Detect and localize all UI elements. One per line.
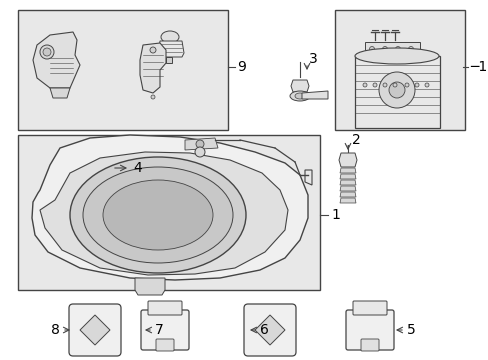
Circle shape: [196, 140, 203, 148]
Polygon shape: [50, 88, 70, 98]
Text: 6: 6: [260, 323, 268, 337]
Circle shape: [151, 95, 155, 99]
FancyBboxPatch shape: [244, 304, 295, 356]
Bar: [354, 56, 439, 128]
Polygon shape: [80, 315, 110, 345]
Circle shape: [392, 83, 396, 87]
Text: 7: 7: [155, 323, 163, 337]
Ellipse shape: [289, 91, 309, 101]
Text: 2: 2: [351, 133, 360, 147]
FancyBboxPatch shape: [148, 301, 182, 315]
Polygon shape: [165, 57, 172, 63]
Bar: [18, 10, 227, 130]
Ellipse shape: [70, 157, 245, 273]
FancyBboxPatch shape: [141, 310, 189, 350]
FancyBboxPatch shape: [352, 301, 386, 315]
Polygon shape: [339, 168, 355, 173]
Polygon shape: [302, 91, 327, 99]
Circle shape: [414, 83, 418, 87]
Polygon shape: [135, 278, 164, 295]
Polygon shape: [33, 32, 80, 88]
Circle shape: [382, 83, 386, 87]
Text: 9: 9: [237, 60, 245, 74]
Circle shape: [388, 82, 404, 98]
Circle shape: [372, 83, 376, 87]
Text: 8: 8: [51, 323, 60, 337]
Text: 5: 5: [406, 323, 415, 337]
Polygon shape: [140, 43, 165, 93]
Circle shape: [195, 147, 204, 157]
Circle shape: [150, 47, 156, 53]
Text: 3: 3: [308, 52, 317, 66]
Circle shape: [43, 48, 51, 56]
Circle shape: [378, 72, 414, 108]
FancyBboxPatch shape: [156, 339, 174, 351]
Text: 4: 4: [133, 161, 142, 175]
Polygon shape: [338, 153, 356, 167]
Ellipse shape: [354, 48, 438, 64]
Polygon shape: [339, 192, 355, 197]
Ellipse shape: [294, 93, 305, 99]
Text: ─10: ─10: [469, 60, 488, 74]
FancyBboxPatch shape: [69, 304, 121, 356]
Polygon shape: [254, 315, 285, 345]
Bar: [364, 42, 419, 56]
Text: 1: 1: [330, 208, 339, 222]
FancyBboxPatch shape: [360, 339, 378, 351]
Circle shape: [362, 83, 366, 87]
Bar: [18, 135, 319, 290]
Ellipse shape: [83, 167, 232, 263]
Circle shape: [395, 46, 400, 51]
Circle shape: [40, 45, 54, 59]
Polygon shape: [40, 152, 287, 275]
Bar: [334, 10, 464, 130]
Polygon shape: [32, 135, 307, 280]
Polygon shape: [290, 80, 308, 92]
Circle shape: [407, 46, 413, 51]
FancyBboxPatch shape: [346, 310, 393, 350]
Circle shape: [369, 46, 374, 51]
Polygon shape: [339, 198, 355, 203]
Polygon shape: [339, 180, 355, 185]
Circle shape: [424, 83, 428, 87]
Circle shape: [382, 46, 386, 51]
Polygon shape: [158, 41, 183, 57]
Ellipse shape: [103, 180, 213, 250]
Ellipse shape: [161, 31, 179, 43]
Polygon shape: [339, 186, 355, 191]
Polygon shape: [339, 174, 355, 179]
Polygon shape: [184, 138, 218, 150]
Circle shape: [404, 83, 408, 87]
